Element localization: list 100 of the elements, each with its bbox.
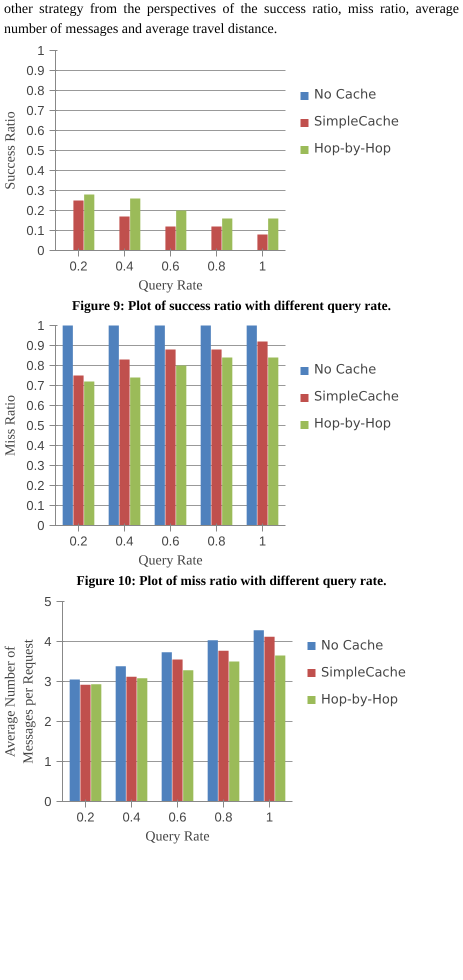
- bar: [218, 650, 229, 802]
- bar: [130, 198, 140, 250]
- x-axis-title: Query Rate: [138, 278, 203, 294]
- bar: [172, 659, 183, 802]
- y-tick-label: 0.3: [26, 183, 45, 198]
- bar: [222, 218, 232, 250]
- y-tick-label: 0.1: [26, 498, 45, 514]
- legend-label: SimpleCache: [314, 114, 399, 130]
- bar: [183, 670, 194, 802]
- legend-label: Hop-by-Hop: [314, 142, 392, 156]
- bar: [176, 210, 186, 250]
- bar: [222, 358, 232, 526]
- bar: [211, 226, 222, 250]
- x-tick-label: 1: [266, 809, 274, 824]
- bar: [137, 678, 148, 802]
- bar: [84, 194, 94, 250]
- legend-label: No Cache: [321, 638, 384, 654]
- y-tick-label: 0.9: [26, 63, 45, 78]
- bar: [200, 326, 211, 526]
- bar: [116, 666, 126, 802]
- y-tick-label: 1: [37, 318, 45, 334]
- x-tick-label: 0.4: [122, 809, 141, 824]
- x-axis-title: Query Rate: [138, 554, 203, 569]
- bar: [70, 679, 80, 802]
- legend-label: No Cache: [314, 88, 376, 102]
- bar: [126, 676, 137, 802]
- y-axis-title: Miss Ratio: [3, 395, 18, 456]
- y-tick-label: 0: [44, 794, 52, 809]
- bar: [108, 326, 119, 526]
- bar: [73, 200, 84, 250]
- y-tick-label: 1: [37, 43, 45, 58]
- bar: [165, 350, 176, 526]
- bar: [246, 326, 257, 526]
- caption: Figure 9: Plot of success ratio with different query rate.: [72, 297, 391, 315]
- bar: [254, 630, 264, 802]
- x-tick-label: 0.8: [207, 258, 226, 274]
- bar: [84, 382, 94, 526]
- x-tick-label: 0.6: [168, 809, 187, 824]
- legend-label: SimpleCache: [321, 665, 406, 680]
- x-tick-label: 0.4: [115, 258, 134, 274]
- y-tick-label: 0.9: [26, 338, 45, 354]
- x-tick-label: 1: [258, 258, 266, 274]
- bar: [80, 684, 91, 802]
- y-tick-label: 0.3: [26, 458, 45, 474]
- y-tick-label: 0.2: [26, 203, 45, 218]
- y-tick-label: 0.2: [26, 478, 45, 494]
- x-tick-label: 0.8: [214, 809, 233, 824]
- y-tick-label: 0.7: [26, 103, 45, 118]
- y-tick-label: 4: [44, 634, 52, 649]
- y-tick-label: 0.7: [26, 378, 45, 394]
- bar: [275, 655, 286, 802]
- x-tick-label: 0.6: [161, 534, 180, 549]
- x-tick-label: 0.8: [207, 534, 226, 549]
- y-tick-label: 0.8: [26, 83, 45, 98]
- x-tick-label: 0.2: [69, 258, 88, 274]
- y-tick-label: 2: [44, 714, 52, 729]
- y-tick-label: 0.8: [26, 358, 45, 374]
- bar: [62, 326, 73, 526]
- bar: [91, 684, 102, 802]
- bar: [229, 661, 240, 802]
- bar: [165, 226, 176, 250]
- x-tick-label: 1: [258, 534, 266, 549]
- bar: [162, 652, 172, 802]
- y-tick-label: 0.4: [26, 163, 45, 178]
- bar: [268, 218, 278, 250]
- bar: [208, 640, 218, 802]
- y-tick-label: 5: [44, 594, 52, 609]
- bar: [119, 360, 130, 526]
- text: other strategy from the perspectives of the success ratio, miss ratio, average number of messages and average travel distance.: [4, 1, 459, 39]
- y-tick-label: 0.5: [26, 143, 45, 158]
- bar: [154, 326, 165, 526]
- bar: [73, 376, 84, 526]
- legend-label: Hop-by-Hop: [321, 692, 398, 708]
- y-axis-title: Success Ratio: [3, 111, 18, 190]
- y-axis-title: Average Number of Messages per Request: [3, 638, 36, 764]
- x-axis-title: Query Rate: [145, 829, 210, 844]
- bar: [176, 366, 186, 526]
- x-tick-label: 0.2: [76, 809, 95, 824]
- y-tick-label: 3: [44, 674, 52, 689]
- y-tick-label: 0.1: [26, 223, 45, 238]
- y-tick-label: 1: [44, 754, 52, 769]
- y-tick-label: 0: [37, 243, 45, 258]
- legend-label: No Cache: [314, 362, 376, 378]
- y-tick-label: 0.6: [26, 123, 45, 138]
- bar: [264, 636, 275, 802]
- y-tick-label: 0.5: [26, 418, 45, 434]
- bar: [211, 350, 222, 526]
- y-tick-label: 0.6: [26, 398, 45, 414]
- bar: [257, 234, 268, 250]
- bar: [130, 378, 140, 526]
- y-tick-label: 0.4: [26, 438, 45, 454]
- x-tick-label: 0.2: [69, 534, 88, 549]
- legend-label: SimpleCache: [314, 390, 399, 405]
- x-tick-label: 0.4: [115, 534, 134, 549]
- x-tick-label: 0.6: [161, 258, 180, 274]
- y-tick-label: 0: [37, 518, 45, 534]
- bar: [257, 342, 268, 526]
- caption: Figure 10: Plot of miss ratio with different query rate.: [76, 572, 386, 590]
- bar: [119, 216, 130, 250]
- bar: [268, 358, 278, 526]
